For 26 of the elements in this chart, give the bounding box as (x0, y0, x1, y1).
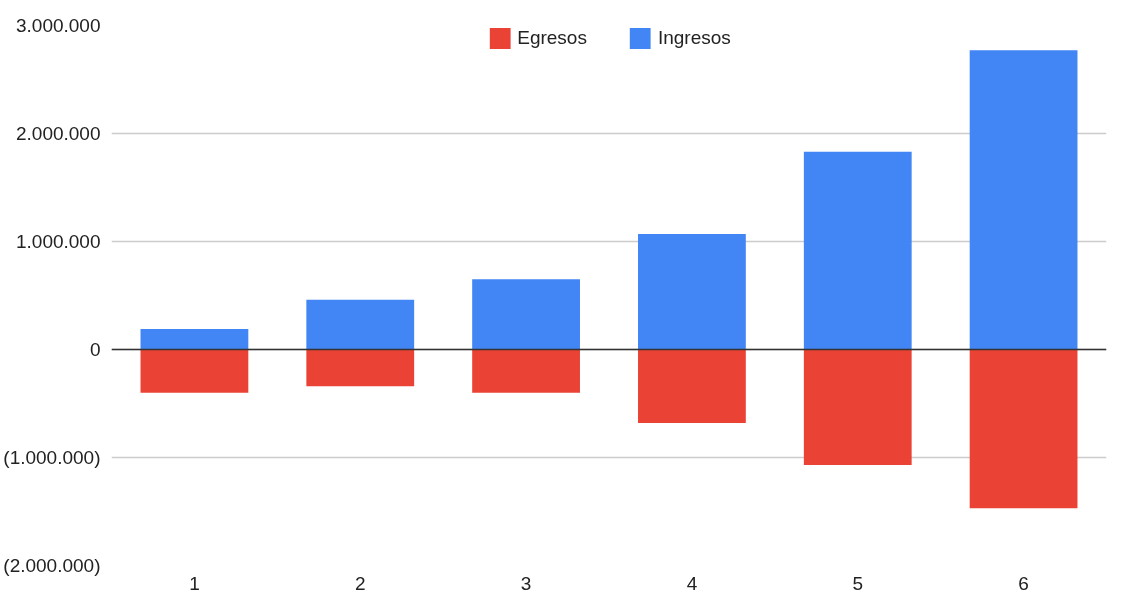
bar (306, 349, 415, 387)
x-tick-label: 3 (520, 572, 532, 594)
bar (969, 50, 1078, 350)
bar (472, 349, 580, 393)
bar (140, 349, 249, 393)
x-tick-label: 6 (1018, 572, 1029, 594)
x-tick-label: 2 (354, 572, 366, 594)
y-tick-label: 3.000.000 (15, 15, 101, 36)
x-tick-label: 4 (686, 572, 698, 594)
bar (472, 279, 580, 350)
legend-label: Ingresos (657, 27, 731, 49)
x-tick-label: 5 (852, 572, 864, 594)
y-tick-label: 1.000.000 (15, 231, 101, 252)
bar (638, 233, 746, 350)
bar (803, 349, 912, 466)
bar (969, 349, 1078, 509)
bar (140, 328, 249, 350)
y-tick-label: (2.000.000) (3, 555, 101, 576)
bar (638, 349, 746, 423)
legend-label: Egresos (517, 27, 587, 49)
bar (306, 299, 415, 350)
bar (803, 151, 912, 350)
x-tick-label: 1 (189, 572, 200, 594)
y-tick-label: (1.000.000) (3, 447, 101, 468)
y-tick-label: 0 (89, 339, 101, 360)
y-tick-label: 2.000.000 (15, 123, 101, 144)
